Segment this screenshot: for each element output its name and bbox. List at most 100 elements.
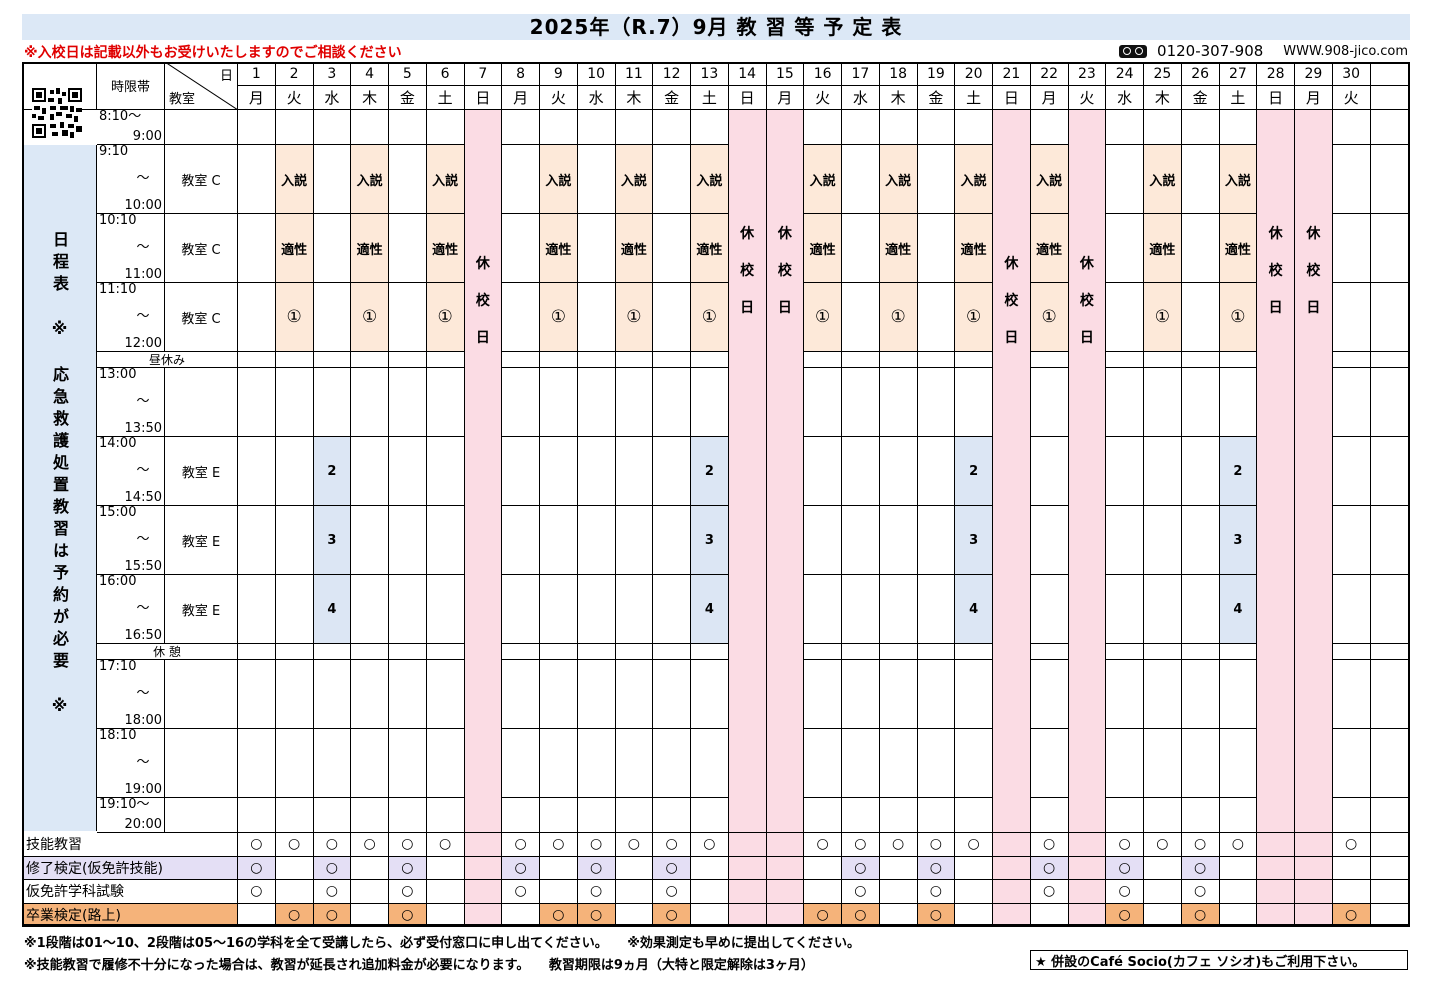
schedule-cell[interactable] bbox=[502, 506, 540, 575]
schedule-cell[interactable] bbox=[389, 368, 427, 437]
mark-cell[interactable]: ○ bbox=[653, 903, 691, 927]
schedule-cell[interactable] bbox=[577, 283, 616, 352]
schedule-cell[interactable] bbox=[917, 575, 956, 644]
mark-cell[interactable]: ○ bbox=[1030, 856, 1069, 880]
session-am-cell[interactable]: 入説 bbox=[1030, 145, 1069, 214]
schedule-cell[interactable] bbox=[691, 729, 729, 798]
schedule-cell[interactable] bbox=[804, 437, 842, 506]
schedule-cell[interactable] bbox=[577, 575, 616, 644]
session-am-cell[interactable]: ① bbox=[691, 283, 729, 352]
schedule-cell[interactable] bbox=[917, 368, 956, 437]
schedule-cell[interactable] bbox=[879, 575, 918, 644]
day-number[interactable]: 10 bbox=[577, 62, 616, 86]
schedule-cell[interactable] bbox=[879, 368, 918, 437]
session-am-cell[interactable]: ① bbox=[426, 283, 465, 352]
schedule-cell[interactable] bbox=[389, 729, 427, 798]
schedule-cell[interactable] bbox=[275, 660, 314, 729]
schedule-cell[interactable] bbox=[275, 110, 314, 145]
day-number[interactable]: 23 bbox=[1068, 62, 1107, 86]
mark-cell[interactable]: ○ bbox=[653, 880, 691, 904]
schedule-cell[interactable] bbox=[577, 110, 616, 145]
mark-cell[interactable]: ○ bbox=[842, 880, 880, 904]
day-number[interactable]: 13 bbox=[691, 62, 729, 86]
day-number[interactable]: 20 bbox=[955, 62, 993, 86]
schedule-cell[interactable] bbox=[1181, 506, 1220, 575]
schedule-cell[interactable] bbox=[842, 575, 880, 644]
schedule-cell[interactable] bbox=[955, 798, 993, 833]
schedule-cell[interactable] bbox=[842, 798, 880, 833]
session-am-cell[interactable]: 適性 bbox=[351, 214, 389, 283]
schedule-cell[interactable] bbox=[653, 729, 691, 798]
session-am-cell[interactable]: ① bbox=[275, 283, 314, 352]
schedule-cell[interactable] bbox=[955, 368, 993, 437]
schedule-cell[interactable] bbox=[426, 506, 465, 575]
website-link[interactable]: WWW.908-jico.com bbox=[1283, 43, 1408, 59]
schedule-cell[interactable] bbox=[653, 214, 691, 283]
schedule-cell[interactable] bbox=[615, 798, 654, 833]
phone-number[interactable]: 0120-307-908 bbox=[1157, 42, 1264, 60]
schedule-cell[interactable] bbox=[426, 660, 465, 729]
session-pm-cell[interactable]: 2 bbox=[955, 437, 993, 506]
mark-cell[interactable]: ○ bbox=[313, 856, 352, 880]
day-number[interactable]: 9 bbox=[540, 62, 578, 86]
mark-cell[interactable]: ○ bbox=[1181, 833, 1220, 857]
schedule-cell[interactable] bbox=[389, 214, 427, 283]
schedule-cell[interactable] bbox=[842, 110, 880, 145]
schedule-cell[interactable] bbox=[879, 729, 918, 798]
schedule-cell[interactable] bbox=[313, 729, 352, 798]
day-number[interactable]: 14 bbox=[728, 62, 767, 86]
schedule-cell[interactable] bbox=[955, 729, 993, 798]
mark-cell[interactable]: ○ bbox=[577, 880, 616, 904]
schedule-cell[interactable] bbox=[426, 729, 465, 798]
session-pm-cell[interactable]: 4 bbox=[691, 575, 729, 644]
schedule-cell[interactable] bbox=[577, 214, 616, 283]
schedule-cell[interactable] bbox=[275, 368, 314, 437]
mark-cell[interactable]: ○ bbox=[917, 833, 956, 857]
mark-cell[interactable]: ○ bbox=[1332, 833, 1371, 857]
schedule-cell[interactable] bbox=[351, 110, 389, 145]
schedule-cell[interactable] bbox=[275, 437, 314, 506]
schedule-cell[interactable] bbox=[540, 368, 578, 437]
schedule-cell[interactable] bbox=[842, 368, 880, 437]
day-number[interactable]: 7 bbox=[464, 62, 503, 86]
session-am-cell[interactable]: 適性 bbox=[426, 214, 465, 283]
schedule-cell[interactable] bbox=[577, 368, 616, 437]
session-pm-cell[interactable]: 2 bbox=[1219, 437, 1258, 506]
schedule-cell[interactable] bbox=[1106, 283, 1144, 352]
schedule-cell[interactable] bbox=[1219, 368, 1258, 437]
schedule-cell[interactable] bbox=[842, 506, 880, 575]
session-pm-cell[interactable]: 2 bbox=[691, 437, 729, 506]
session-am-cell[interactable]: 適性 bbox=[804, 214, 842, 283]
schedule-cell[interactable] bbox=[389, 575, 427, 644]
session-pm-cell[interactable]: 3 bbox=[955, 506, 993, 575]
schedule-cell[interactable] bbox=[1106, 506, 1144, 575]
session-pm-cell[interactable]: 4 bbox=[1219, 575, 1258, 644]
day-number[interactable]: 12 bbox=[653, 62, 691, 86]
mark-cell[interactable]: ○ bbox=[615, 833, 654, 857]
schedule-cell[interactable] bbox=[502, 575, 540, 644]
session-am-cell[interactable]: ① bbox=[540, 283, 578, 352]
session-am-cell[interactable]: 入説 bbox=[879, 145, 918, 214]
schedule-cell[interactable] bbox=[577, 660, 616, 729]
schedule-cell[interactable] bbox=[615, 506, 654, 575]
mark-cell[interactable]: ○ bbox=[502, 833, 540, 857]
mark-cell[interactable]: ○ bbox=[917, 903, 956, 927]
schedule-cell[interactable] bbox=[389, 145, 427, 214]
schedule-cell[interactable] bbox=[1106, 145, 1144, 214]
mark-cell[interactable]: ○ bbox=[540, 903, 578, 927]
schedule-cell[interactable] bbox=[577, 506, 616, 575]
schedule-cell[interactable] bbox=[426, 368, 465, 437]
schedule-cell[interactable] bbox=[804, 729, 842, 798]
schedule-cell[interactable] bbox=[842, 660, 880, 729]
schedule-cell[interactable] bbox=[1332, 437, 1371, 506]
session-am-cell[interactable]: 入説 bbox=[804, 145, 842, 214]
schedule-cell[interactable] bbox=[1219, 110, 1258, 145]
schedule-cell[interactable] bbox=[426, 110, 465, 145]
session-am-cell[interactable]: ① bbox=[1030, 283, 1069, 352]
schedule-cell[interactable] bbox=[540, 110, 578, 145]
session-am-cell[interactable]: 適性 bbox=[955, 214, 993, 283]
schedule-cell[interactable] bbox=[804, 110, 842, 145]
mark-cell[interactable]: ○ bbox=[1106, 903, 1144, 927]
schedule-cell[interactable] bbox=[275, 506, 314, 575]
schedule-cell[interactable] bbox=[313, 283, 352, 352]
